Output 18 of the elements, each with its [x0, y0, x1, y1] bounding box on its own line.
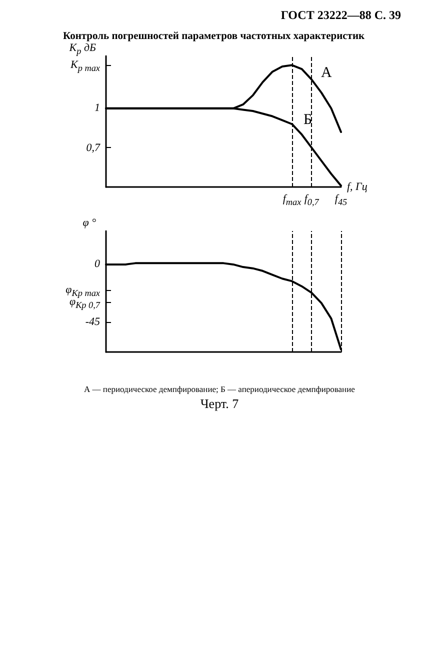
x-tick-label: f$_{0,7}$	[304, 193, 319, 208]
chart-title: Контроль погрешностей параметров частотных характеристик	[63, 31, 366, 42]
y-axis-title: φ °	[82, 217, 96, 229]
y-tick-label: -45	[85, 316, 100, 328]
series-label: Б	[304, 112, 312, 128]
y-axis-title: K$_{p}$ дБ	[69, 42, 96, 58]
y-tick-label: 0	[94, 258, 100, 270]
y-tick-label: K$_{p max}$	[70, 59, 100, 74]
y-tick-label: φ$_{Kp max}$	[66, 284, 100, 300]
y-tick-label: 1	[94, 102, 100, 114]
y-tick-label: 0,7	[86, 142, 100, 154]
text: Черт. 7	[199, 396, 240, 412]
text: А — периодическое демпфирование; Б — апериодическое демпфирование	[83, 384, 356, 394]
x-tick-label: f$_{45}$	[334, 193, 348, 208]
x-axis-title: f, Гц	[347, 181, 368, 193]
x-tick-label: f$_{max}$	[282, 193, 302, 208]
series-label: А	[321, 65, 332, 82]
text: ГОСТ 23222—88 С. 39	[280, 8, 402, 23]
